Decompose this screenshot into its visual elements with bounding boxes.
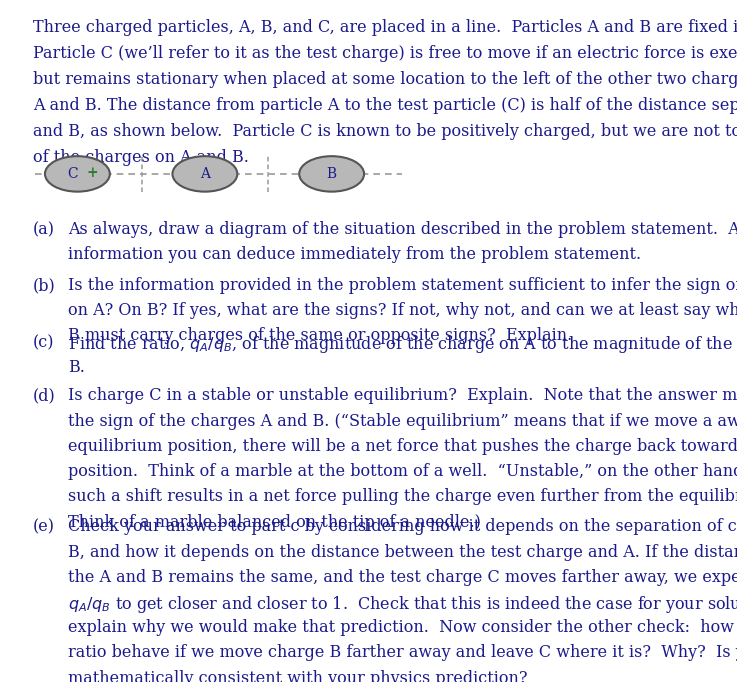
- Text: Particle C (we’ll refer to it as the test charge) is free to move if an electric: Particle C (we’ll refer to it as the tes…: [33, 45, 737, 62]
- Text: the sign of the charges A and B. (“Stable equilibrium” means that if we move a a: the sign of the charges A and B. (“Stabl…: [68, 413, 737, 430]
- Text: of the charges on A and B.: of the charges on A and B.: [33, 149, 249, 166]
- Ellipse shape: [172, 156, 237, 192]
- Text: As always, draw a diagram of the situation described in the problem statement.  : As always, draw a diagram of the situati…: [68, 221, 737, 238]
- Text: Three charged particles, A, B, and C, are placed in a line.  Particles A and B a: Three charged particles, A, B, and C, ar…: [33, 19, 737, 36]
- Text: Think of a marble balanced on the tip of a needle.): Think of a marble balanced on the tip of…: [68, 514, 481, 531]
- Text: Check your answer to part c by considering how it depends on the separation of c: Check your answer to part c by consideri…: [68, 518, 737, 535]
- Text: A: A: [200, 167, 210, 181]
- Text: (a): (a): [33, 221, 55, 238]
- Text: $q_A/q_B$ to get closer and closer to 1.  Check that this is indeed the case for: $q_A/q_B$ to get closer and closer to 1.…: [68, 594, 737, 615]
- Text: C: C: [67, 167, 77, 181]
- Text: Find the ratio, $q_A/q_B$, of the magnitude of the charge on A to the magnitude : Find the ratio, $q_A/q_B$, of the magnit…: [68, 334, 737, 355]
- Text: A and B. The distance from particle A to the test particle (C) is half of the di: A and B. The distance from particle A to…: [33, 97, 737, 114]
- Text: mathematically consistent with your physics prediction?: mathematically consistent with your phys…: [68, 670, 527, 682]
- Text: (c): (c): [33, 334, 55, 351]
- Text: (d): (d): [33, 387, 56, 404]
- Text: B must carry charges of the same or opposite signs?  Explain.: B must carry charges of the same or oppo…: [68, 327, 572, 344]
- Text: and B, as shown below.  Particle C is known to be positively charged, but we are: and B, as shown below. Particle C is kno…: [33, 123, 737, 140]
- Text: B: B: [326, 167, 337, 181]
- Text: Is the information provided in the problem statement sufficient to infer the sig: Is the information provided in the probl…: [68, 277, 737, 294]
- Text: position.  Think of a marble at the bottom of a well.  “Unstable,” on the other : position. Think of a marble at the botto…: [68, 463, 737, 480]
- Ellipse shape: [45, 156, 110, 192]
- Text: information you can deduce immediately from the problem statement.: information you can deduce immediately f…: [68, 246, 641, 263]
- Text: B, and how it depends on the distance between the test charge and A. If the dist: B, and how it depends on the distance be…: [68, 544, 737, 561]
- Text: Is charge C in a stable or unstable equilibrium?  Explain.  Note that the answer: Is charge C in a stable or unstable equi…: [68, 387, 737, 404]
- Text: (b): (b): [33, 277, 56, 294]
- Text: on A? On B? If yes, what are the signs? If not, why not, and can we at least say: on A? On B? If yes, what are the signs? …: [68, 302, 737, 319]
- Text: explain why we would make that prediction.  Now consider the other check:  how s: explain why we would make that predictio…: [68, 619, 737, 636]
- Text: but remains stationary when placed at some location to the left of the other two: but remains stationary when placed at so…: [33, 71, 737, 88]
- Ellipse shape: [299, 156, 364, 192]
- Text: the A and B remains the same, and the test charge C moves farther away, we expec: the A and B remains the same, and the te…: [68, 569, 737, 586]
- Text: such a shift results in a net force pulling the charge even further from the equ: such a shift results in a net force pull…: [68, 488, 737, 505]
- Text: ratio behave if we move charge B farther away and leave C where it is?  Why?  Is: ratio behave if we move charge B farther…: [68, 644, 737, 662]
- Text: +: +: [86, 166, 98, 180]
- Text: (e): (e): [33, 518, 55, 535]
- Text: equilibrium position, there will be a net force that pushes the charge back towa: equilibrium position, there will be a ne…: [68, 438, 737, 455]
- Text: B.: B.: [68, 359, 85, 376]
